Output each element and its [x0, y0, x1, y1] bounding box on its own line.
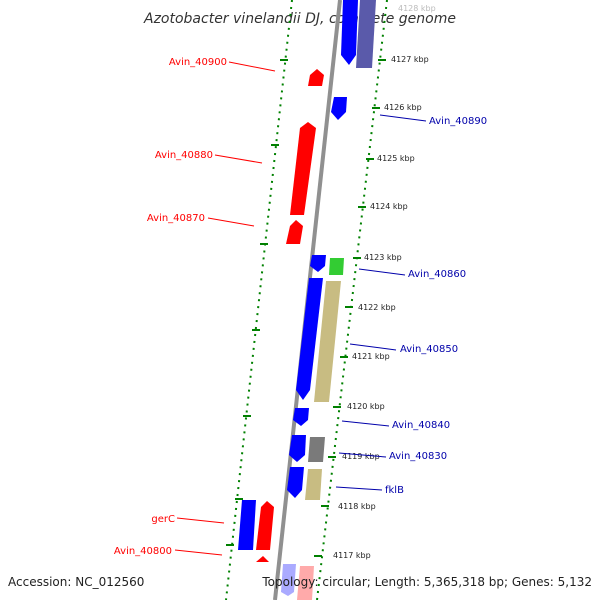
- label-avin-40850[interactable]: Avin_40850: [400, 344, 458, 355]
- gene-avin-40850-blue[interactable]: [296, 278, 323, 400]
- topology-text: Topology: circular; Length: 5,365,318 bp…: [261, 575, 592, 589]
- gene-gerc-blue[interactable]: [238, 500, 256, 550]
- gene-fklb-blue[interactable]: [287, 467, 304, 498]
- label-avin-40800[interactable]: Avin_40800: [114, 546, 172, 557]
- kbp-label-4119: 4119 kbp: [342, 452, 380, 461]
- gene-avin-40850-tan[interactable]: [314, 281, 341, 402]
- kbp-labels: 4128 kbp 4127 kbp 4126 kbp 4125 kbp 4124…: [333, 4, 436, 560]
- gene-avin-40830-gray[interactable]: [308, 437, 325, 462]
- right-leaders: [335, 114, 427, 491]
- left-leaders: [174, 61, 276, 556]
- kbp-label-4118: 4118 kbp: [338, 502, 376, 511]
- label-avin-40860[interactable]: Avin_40860: [408, 269, 466, 280]
- kbp-label-4126: 4126 kbp: [384, 103, 422, 112]
- gene-avin-40860-blue[interactable]: [310, 255, 326, 272]
- kbp-label-4124: 4124 kbp: [370, 202, 408, 211]
- label-avin-40870[interactable]: Avin_40870: [147, 213, 205, 224]
- right-dotted-track: [316, 0, 388, 600]
- gene-avin-40890[interactable]: [331, 97, 347, 120]
- label-avin-40880[interactable]: Avin_40880: [155, 150, 213, 161]
- gene-4128-purple[interactable]: [356, 0, 376, 68]
- kbp-label-4117: 4117 kbp: [333, 551, 371, 560]
- gene-fklb-tan[interactable]: [305, 469, 322, 500]
- gene-avin-40800[interactable]: [256, 556, 269, 562]
- kbp-label-4127: 4127 kbp: [391, 55, 429, 64]
- label-avin-40900[interactable]: Avin_40900: [169, 57, 227, 68]
- label-avin-40830[interactable]: Avin_40830: [389, 451, 447, 462]
- kbp-label-4121: 4121 kbp: [352, 352, 390, 361]
- accession-text: Accession: NC_012560: [8, 575, 144, 589]
- left-dotted-track: [225, 0, 293, 600]
- gene-avin-40880[interactable]: [290, 122, 316, 215]
- kbp-label-4125: 4125 kbp: [377, 154, 415, 163]
- left-labels: Avin_40900 Avin_40880 Avin_40870 gerC Av…: [114, 57, 227, 557]
- gene-4128-blue[interactable]: [341, 0, 358, 65]
- gene-4117-pink[interactable]: [297, 566, 314, 600]
- kbp-label-4123: 4123 kbp: [364, 253, 402, 262]
- kbp-label-4128: 4128 kbp: [398, 4, 436, 13]
- kbp-label-4122: 4122 kbp: [358, 303, 396, 312]
- gene-avin-40900[interactable]: [308, 69, 324, 86]
- major-ticks: [226, 59, 386, 557]
- map-title: Azotobacter vinelandii DJ, complete geno…: [143, 11, 456, 27]
- gene-avin-40860-green[interactable]: [329, 258, 344, 275]
- gene-avin-40840[interactable]: [293, 408, 309, 426]
- right-labels: Avin_40890 Avin_40860 Avin_40850 Avin_40…: [385, 116, 487, 496]
- kbp-label-4120: 4120 kbp: [347, 402, 385, 411]
- label-avin-40890[interactable]: Avin_40890: [429, 116, 487, 127]
- label-fklb[interactable]: fklB: [385, 485, 404, 496]
- gene-avin-40830-blue[interactable]: [289, 435, 306, 462]
- label-avin-40840[interactable]: Avin_40840: [392, 420, 450, 431]
- label-gerc[interactable]: gerC: [151, 514, 175, 525]
- gene-4117-lightblue[interactable]: [281, 564, 296, 596]
- gene-avin-40870[interactable]: [286, 220, 303, 244]
- gene-gerc-red[interactable]: [256, 501, 274, 550]
